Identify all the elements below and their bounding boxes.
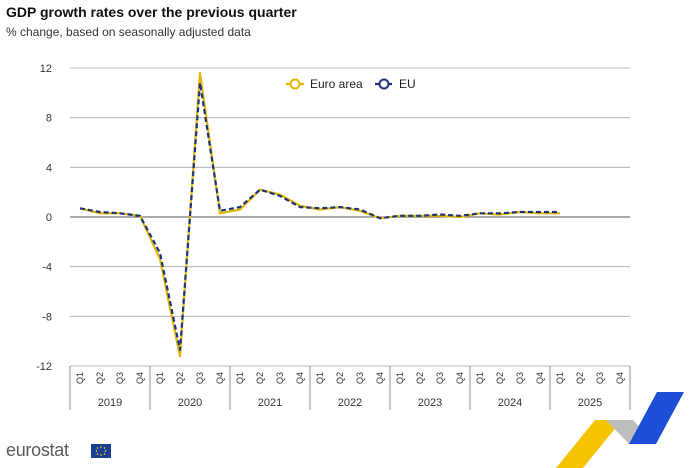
eurostat-logo: eurostat: [6, 440, 69, 460]
x-tick-label-quarter: Q2: [95, 372, 105, 384]
x-tick-label-quarter: Q3: [595, 372, 605, 384]
x-year-label: 2020: [178, 397, 202, 409]
x-year-label: 2022: [338, 397, 362, 409]
x-tick-label-quarter: Q4: [295, 372, 305, 384]
x-tick-label-quarter: Q1: [315, 372, 325, 384]
grid-lines: [70, 67, 630, 367]
y-tick-label: 12: [40, 63, 52, 75]
eu-flag-icon: [91, 444, 111, 458]
x-tick-label-quarter: Q4: [135, 372, 145, 384]
x-tick-label-quarter: Q1: [555, 372, 565, 384]
y-tick-label: 8: [46, 113, 52, 125]
legend-label-euro-area: Euro area: [310, 77, 363, 91]
y-tick-label: -12: [36, 361, 52, 373]
x-year-label: 2023: [418, 397, 442, 409]
legend: Euro area EU: [286, 77, 416, 91]
x-tick-label-quarter: Q2: [495, 372, 505, 384]
chart-subtitle: % change, based on seasonally adjusted d…: [6, 25, 251, 39]
y-tick-label: 0: [46, 212, 52, 224]
x-tick-label-quarter: Q1: [395, 372, 405, 384]
x-tick-label-quarter: Q4: [615, 372, 625, 384]
x-axis: Q1 Q2 Q3 Q4 Q1 Q2 Q3 Q4 Q1 Q2 Q3 Q4 Q1 Q2 Q3 Q4 Q1 Q2 Q3 Q4…: [69, 366, 631, 410]
x-tick-label-quarter: Q3: [515, 372, 525, 384]
x-tick-label-quarter: Q1: [235, 372, 245, 384]
x-tick-label-quarter: Q2: [575, 372, 585, 384]
yellow-stripe-shape: [556, 420, 622, 468]
x-tick-label-quarter: Q3: [435, 372, 445, 384]
x-tick-label-quarter: Q3: [275, 372, 285, 384]
y-tick-label: 4: [46, 162, 52, 174]
x-tick-label-quarter: Q3: [195, 372, 205, 384]
blue-stripe-shape: [629, 392, 684, 444]
series-lines: [79, 71, 560, 358]
y-tick-label: -4: [42, 262, 52, 274]
x-tick-label-quarter: Q2: [255, 372, 265, 384]
x-tick-label-quarter: Q1: [475, 372, 485, 384]
x-year-label: 2021: [258, 397, 282, 409]
series-line-eu: [79, 81, 560, 351]
x-tick-label-quarter: Q2: [175, 372, 185, 384]
legend-item-eu[interactable]: EU: [375, 77, 416, 91]
legend-marker-eu: [378, 78, 390, 90]
x-tick-label-quarter: Q4: [535, 372, 545, 384]
x-tick-label-quarter: Q4: [375, 372, 385, 384]
legend-label-eu: EU: [399, 77, 416, 91]
legend-item-euro-area[interactable]: Euro area: [286, 77, 363, 91]
x-tick-label-quarter: Q4: [455, 372, 465, 384]
chart-title: GDP growth rates over the previous quart…: [6, 4, 297, 20]
x-tick-label-quarter: Q2: [415, 372, 425, 384]
x-tick-label-quarter: Q1: [155, 372, 165, 384]
x-tick-label-quarter: Q1: [75, 372, 85, 384]
x-year-label: 2025: [578, 397, 602, 409]
y-tick-label: -8: [42, 311, 52, 323]
x-tick-label-quarter: Q2: [335, 372, 345, 384]
y-axis-ticks: 12 8 4 0 -4 -8 -12: [36, 63, 52, 373]
x-tick-label-quarter: Q3: [355, 372, 365, 384]
legend-marker-euro-area: [289, 78, 301, 90]
x-year-label: 2024: [498, 397, 522, 409]
x-year-label: 2019: [98, 397, 122, 409]
x-tick-label-quarter: Q4: [215, 372, 225, 384]
x-tick-label-quarter: Q3: [115, 372, 125, 384]
